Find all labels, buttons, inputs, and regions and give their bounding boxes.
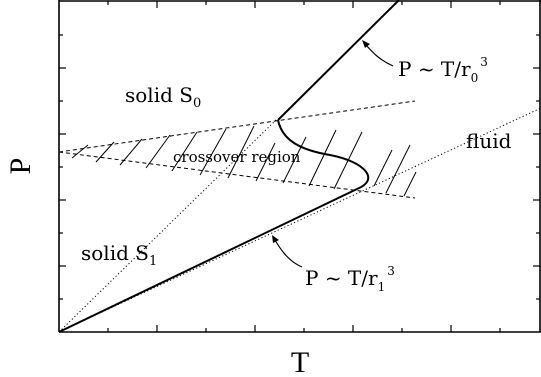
fluid-label: fluid bbox=[466, 129, 512, 153]
reentrant-curve bbox=[277, 119, 370, 190]
lower-solid-line bbox=[58, 188, 358, 333]
upper-dashed-boundary bbox=[58, 100, 416, 153]
lower-annotation-arrow bbox=[274, 239, 303, 268]
dashed-boundaries bbox=[58, 100, 416, 199]
axis-ticks bbox=[59, 1, 540, 332]
lower-formula: P ~ T/r13 bbox=[305, 264, 395, 294]
solid-s1-label: solid S1 bbox=[81, 241, 157, 269]
solid-s0-label: solid S0 bbox=[125, 83, 201, 111]
lower-dashed-boundary bbox=[58, 151, 416, 199]
x-axis-title: T bbox=[291, 346, 309, 377]
dotted-lines bbox=[59, 107, 541, 332]
y-axis-title: P bbox=[4, 158, 37, 175]
dotted-line-s0 bbox=[59, 117, 279, 332]
lower-arrowhead bbox=[272, 235, 279, 243]
upper-annotation-arrow bbox=[365, 44, 394, 67]
upper-arrowhead bbox=[362, 40, 370, 48]
upper-solid-line bbox=[277, 0, 400, 121]
crossover-region-label: crossover region bbox=[173, 148, 301, 166]
solid-lines bbox=[58, 0, 400, 333]
plot-frame bbox=[58, 0, 541, 333]
dotted-line-fluid bbox=[59, 107, 541, 332]
annotation-arrows bbox=[272, 40, 394, 268]
upper-formula: P ~ T/r03 bbox=[398, 55, 488, 85]
